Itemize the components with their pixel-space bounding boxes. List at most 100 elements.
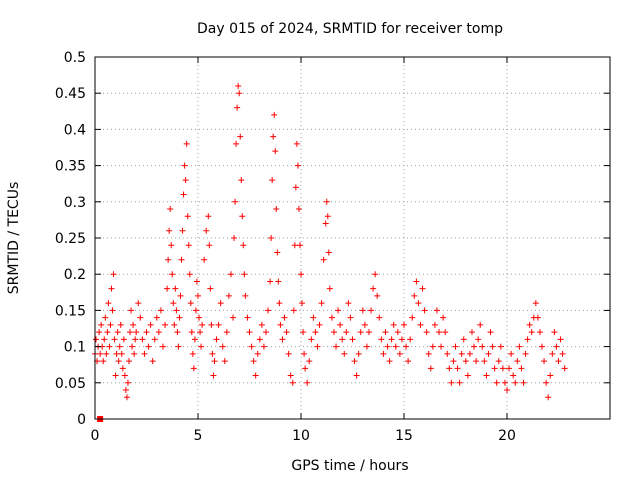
data-point bbox=[241, 271, 248, 278]
data-point bbox=[415, 300, 422, 307]
data-point bbox=[246, 329, 253, 336]
data-point bbox=[283, 329, 290, 336]
data-point bbox=[147, 321, 154, 328]
data-point bbox=[345, 300, 352, 307]
data-point bbox=[372, 271, 379, 278]
data-point bbox=[370, 285, 377, 292]
data-point bbox=[231, 235, 238, 241]
data-point bbox=[177, 292, 184, 299]
data-point bbox=[522, 350, 529, 357]
data-point bbox=[205, 213, 212, 220]
data-point bbox=[528, 329, 535, 336]
data-point bbox=[411, 292, 418, 299]
data-point bbox=[230, 314, 237, 321]
data-point bbox=[479, 343, 486, 350]
data-point bbox=[109, 307, 116, 314]
data-point bbox=[122, 387, 129, 394]
data-point bbox=[316, 321, 323, 328]
data-point bbox=[199, 321, 206, 328]
data-point bbox=[141, 350, 148, 357]
data-point bbox=[240, 242, 247, 249]
data-point bbox=[436, 329, 443, 336]
data-point bbox=[223, 329, 230, 336]
x-tick-label: 10 bbox=[292, 428, 310, 444]
data-point bbox=[553, 343, 560, 350]
data-point bbox=[145, 343, 152, 350]
data-point bbox=[456, 379, 463, 386]
data-point bbox=[473, 358, 480, 365]
data-point bbox=[295, 206, 302, 213]
data-point bbox=[188, 329, 195, 336]
data-point bbox=[466, 350, 473, 357]
data-point bbox=[115, 358, 122, 365]
data-point bbox=[97, 350, 104, 357]
data-point bbox=[462, 358, 469, 365]
data-point bbox=[208, 321, 215, 328]
y-tick-label: 0 bbox=[77, 412, 86, 428]
data-point bbox=[149, 358, 156, 365]
data-point bbox=[106, 343, 113, 350]
data-point bbox=[273, 206, 280, 213]
data-point bbox=[262, 329, 269, 336]
data-point bbox=[394, 329, 401, 336]
data-point bbox=[301, 350, 308, 357]
data-point bbox=[119, 365, 126, 372]
data-point bbox=[396, 350, 403, 357]
data-point bbox=[242, 292, 249, 299]
data-point bbox=[133, 329, 140, 336]
data-point bbox=[380, 350, 387, 357]
data-point bbox=[341, 350, 348, 357]
data-point bbox=[180, 191, 187, 198]
data-point bbox=[423, 329, 430, 336]
data-point bbox=[365, 329, 372, 336]
data-point bbox=[374, 292, 381, 299]
data-point bbox=[277, 321, 284, 328]
data-point bbox=[176, 314, 183, 321]
data-point bbox=[102, 314, 109, 321]
axis-ticks: 0 0.05 0.1 0.15 0.2 0.25 0.3 0.35 0.4 0.45 0.5 0 5 10… bbox=[55, 50, 610, 444]
data-point bbox=[174, 329, 181, 336]
data-point bbox=[171, 321, 178, 328]
data-point bbox=[209, 350, 216, 357]
data-point bbox=[275, 278, 282, 285]
data-point bbox=[407, 336, 414, 343]
data-point bbox=[93, 336, 100, 343]
data-point bbox=[330, 329, 337, 336]
data-point bbox=[103, 350, 110, 357]
data-point bbox=[312, 329, 319, 336]
data-point bbox=[454, 365, 461, 372]
data-point bbox=[193, 278, 200, 285]
data-point bbox=[433, 307, 440, 314]
chart-title: Day 015 of 2024, SRMTID for receiver tom… bbox=[197, 21, 503, 37]
y-tick-label: 0.4 bbox=[64, 122, 86, 138]
data-point bbox=[471, 343, 478, 350]
data-point bbox=[153, 314, 160, 321]
data-point bbox=[198, 343, 205, 350]
data-point bbox=[143, 329, 150, 336]
data-point bbox=[384, 343, 391, 350]
data-point bbox=[481, 358, 488, 365]
data-point bbox=[497, 343, 504, 350]
data-point bbox=[227, 271, 234, 278]
data-point bbox=[299, 300, 306, 307]
data-point bbox=[339, 336, 346, 343]
data-point bbox=[431, 321, 438, 328]
data-point bbox=[413, 278, 420, 285]
data-point bbox=[192, 307, 199, 314]
data-point bbox=[184, 213, 191, 220]
data-point bbox=[292, 184, 299, 191]
data-point bbox=[491, 365, 498, 372]
data-point bbox=[304, 379, 311, 386]
data-point bbox=[324, 213, 331, 220]
data-point bbox=[131, 350, 138, 357]
data-point bbox=[545, 394, 552, 401]
data-point bbox=[151, 336, 158, 343]
data-point bbox=[495, 358, 502, 365]
data-point bbox=[187, 300, 194, 307]
data-point bbox=[256, 336, 263, 343]
data-point bbox=[514, 358, 521, 365]
data-point bbox=[504, 387, 510, 394]
data-point bbox=[458, 350, 465, 357]
data-point bbox=[173, 307, 180, 314]
